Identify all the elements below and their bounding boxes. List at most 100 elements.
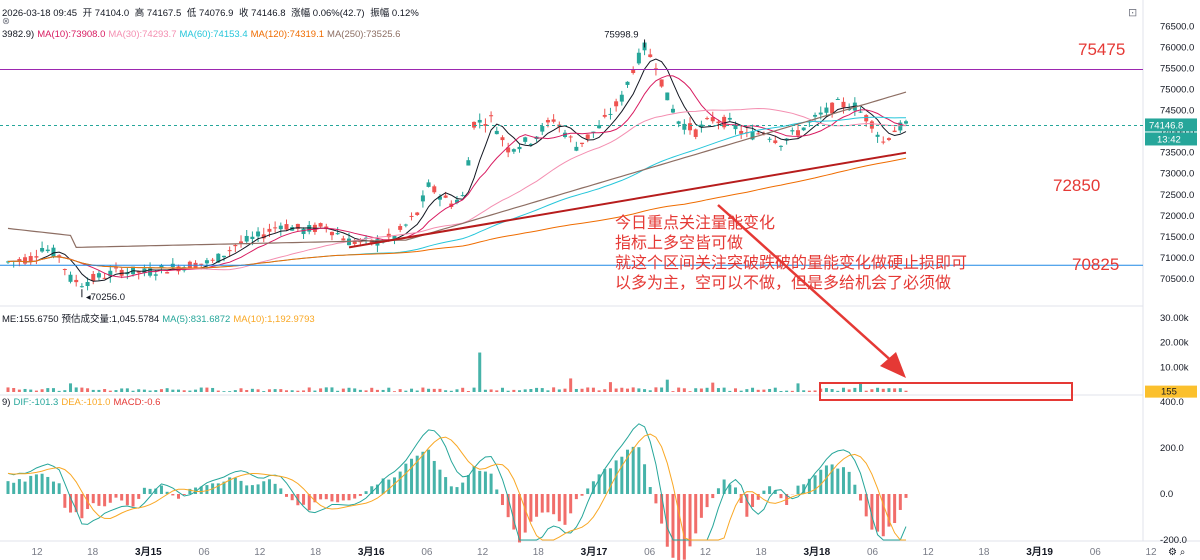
ma-legend-item-5: MA(250):73525.6 <box>327 29 401 40</box>
macd-bar <box>177 494 181 499</box>
candle-body <box>631 69 636 73</box>
volume-bar <box>887 388 891 392</box>
macd-bar <box>347 494 351 501</box>
volume-bar <box>444 390 448 392</box>
macd-bar <box>830 464 834 494</box>
header-open: 开 74104.0 <box>82 8 130 19</box>
volume-bar <box>336 390 340 392</box>
candle-body <box>79 286 84 288</box>
volume-bar <box>375 389 379 392</box>
candle-body <box>506 147 511 153</box>
volume-bar <box>654 387 658 392</box>
volume-bar <box>154 390 158 392</box>
macd-bar <box>313 494 317 503</box>
candle-body <box>494 130 499 135</box>
macd-bar <box>472 466 476 494</box>
macd-bar <box>336 494 340 503</box>
volume-bar <box>125 388 129 392</box>
candle-body <box>415 212 420 215</box>
macd-bar <box>199 486 203 494</box>
symbol-icon[interactable]: ⊗ <box>2 16 10 27</box>
volume-bar <box>813 390 817 392</box>
candle-body <box>813 114 818 117</box>
y-tick-label: 72500.0 <box>1160 190 1194 201</box>
candle-body <box>676 121 681 124</box>
macd-legend-item-1: DIF:-101.3 <box>13 397 59 408</box>
candle-body <box>437 196 442 200</box>
volume-bar <box>751 387 755 392</box>
volume-bar <box>762 389 766 392</box>
volume-bar <box>427 388 431 392</box>
candle-body <box>34 256 39 258</box>
candle-body <box>455 199 459 203</box>
volume-bar <box>194 389 198 392</box>
volume-bar <box>466 390 470 392</box>
candle-body <box>432 186 437 193</box>
price-pane: 75998.9 ◂70256.0 <box>0 29 1143 303</box>
candle-body <box>898 122 903 131</box>
candle-body <box>778 145 783 147</box>
volume-bar <box>739 390 743 392</box>
macd-bar <box>552 494 556 515</box>
macd-bar <box>51 481 55 494</box>
dea-line <box>7 433 906 541</box>
volume-bar <box>631 387 635 392</box>
grid <box>0 0 1200 542</box>
candle-body <box>483 124 488 126</box>
macd-bar <box>353 494 357 499</box>
volume-bar <box>716 388 720 392</box>
macd-bar <box>358 494 362 496</box>
candle-body <box>653 68 658 70</box>
macd-bar <box>63 494 67 508</box>
macd-bar <box>500 494 504 506</box>
volume-bar <box>665 379 669 392</box>
candle-body <box>392 235 397 240</box>
macd-bar <box>222 481 226 494</box>
macd-bar <box>586 488 590 494</box>
macd-bar <box>898 494 902 510</box>
volume-bar <box>643 389 647 392</box>
volume-bar <box>284 390 288 392</box>
candle-body <box>773 140 778 143</box>
annotation-line-2: 指标上多空皆可做 <box>615 235 744 252</box>
candle-body <box>159 265 164 268</box>
volume-bar <box>807 390 811 392</box>
macd-bar <box>569 494 573 514</box>
candle-body <box>568 136 573 138</box>
candle-body <box>489 115 494 117</box>
macd-bar <box>114 494 118 498</box>
volume-bar <box>682 388 686 392</box>
macd-bar <box>739 494 743 503</box>
volume-bar <box>881 388 885 392</box>
macd-bar <box>302 494 306 505</box>
volume-bar <box>205 387 209 392</box>
volume-bar <box>529 389 533 392</box>
candle-body <box>625 81 630 85</box>
volume-bar <box>262 391 266 392</box>
macd-legend-item-2: DEA:-101.0 <box>61 397 111 408</box>
macd-bar <box>273 483 277 494</box>
candle-body <box>551 119 556 122</box>
volume-bar <box>165 388 169 392</box>
volume-bar <box>796 383 800 392</box>
volume-bar <box>898 388 902 392</box>
header-high: 高 74167.5 <box>134 8 182 19</box>
macd-bar <box>6 481 10 494</box>
candle-body <box>335 233 340 235</box>
candle-body <box>85 282 90 287</box>
volume-bar <box>614 388 618 392</box>
volume-bar <box>177 389 181 392</box>
volume-bar <box>347 387 351 392</box>
macd-bar <box>228 477 232 494</box>
macd-bar <box>205 485 209 494</box>
volume-bar <box>353 388 357 392</box>
volume-bar <box>228 391 232 392</box>
annotation-arrow-shaft <box>717 204 897 366</box>
ma-legend: 3982.9) MA(10):73908.0 MA(30):74293.7 MA(60… <box>2 29 403 40</box>
screenshot-icon[interactable]: ⊡ <box>1128 7 1138 19</box>
candle-body <box>233 244 238 247</box>
x-tick-label: 3月17 <box>581 546 608 558</box>
volume-bar <box>392 391 396 392</box>
volume-bar <box>847 389 851 392</box>
candle-body <box>727 117 732 120</box>
